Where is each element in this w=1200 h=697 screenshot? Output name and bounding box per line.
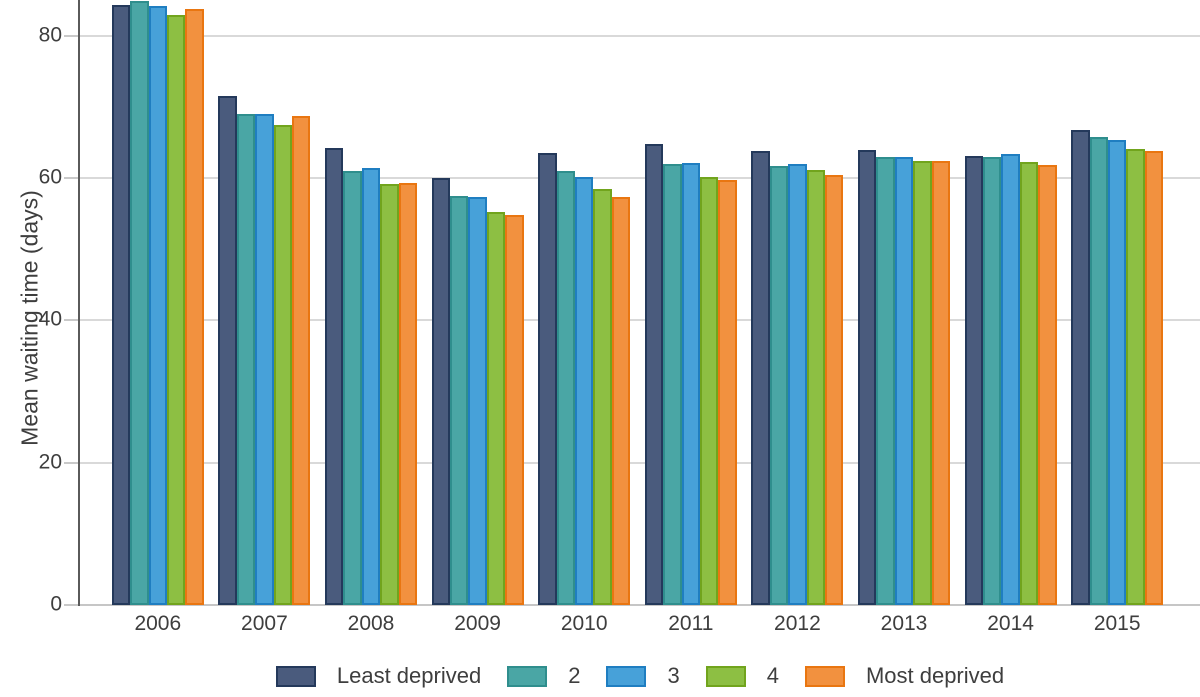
bar-2008-4: [380, 183, 399, 605]
plot-area: [80, 0, 1200, 606]
x-tick-label: 2007: [241, 612, 288, 635]
bar-2009-most-deprived: [505, 214, 524, 605]
bar-2014-least-deprived: [964, 155, 983, 605]
y-tick-label: 80: [38, 23, 62, 47]
bar-2013-most-deprived: [931, 160, 950, 605]
bar-2014-most-deprived: [1038, 165, 1057, 605]
bar-2010-3: [575, 176, 594, 605]
x-axis-baseline: [80, 604, 1200, 606]
legend-swatch: [275, 665, 316, 687]
bar-2011-3: [681, 162, 700, 605]
gridline: [80, 34, 1200, 37]
bar-2012-least-deprived: [751, 150, 770, 605]
bar-2010-most-deprived: [611, 197, 631, 605]
bar-2008-3: [361, 167, 381, 605]
legend-label: Least deprived: [336, 663, 482, 688]
y-tick-label: 40: [38, 307, 62, 331]
bar-2013-least-deprived: [858, 150, 877, 605]
bar-2006-3: [148, 5, 167, 605]
bar-2007-3: [255, 113, 274, 605]
bar-2006-2: [130, 0, 149, 605]
bar-2012-2: [769, 165, 789, 605]
bar-2009-2: [450, 195, 469, 605]
bar-2007-most-deprived: [292, 116, 311, 605]
y-axis-line: [78, 0, 80, 606]
bar-2015-3: [1108, 139, 1127, 605]
legend-swatch: [804, 665, 845, 687]
bar-2008-least-deprived: [325, 148, 344, 605]
bar-2015-least-deprived: [1071, 129, 1090, 605]
bar-2011-4: [700, 176, 719, 605]
legend-label: 4: [766, 663, 779, 688]
bar-2014-3: [1001, 153, 1020, 605]
y-tick-label: 60: [38, 165, 62, 189]
bar-2013-4: [913, 160, 932, 605]
y-tick-mark: [64, 461, 78, 464]
bar-2013-3: [894, 156, 914, 605]
bar-2011-2: [663, 164, 682, 605]
bar-2007-2: [236, 113, 256, 605]
bar-2009-4: [486, 212, 506, 605]
bar-2011-least-deprived: [644, 143, 664, 605]
bar-2015-most-deprived: [1144, 150, 1164, 605]
x-tick-label: 2015: [1093, 612, 1141, 635]
x-tick-label: 2014: [987, 612, 1034, 635]
legend-item: 3: [606, 663, 680, 689]
legend-swatch: [606, 665, 647, 687]
bar-2011-most-deprived: [718, 180, 737, 605]
bar-2006-4: [167, 14, 186, 605]
bar-2010-2: [556, 170, 575, 605]
bar-2014-4: [1019, 162, 1039, 605]
bar-2010-least-deprived: [538, 153, 557, 605]
x-tick-label: 2013: [880, 612, 928, 635]
bar-2006-most-deprived: [185, 9, 204, 605]
y-tick-mark: [64, 34, 78, 37]
gridline: [80, 461, 1200, 464]
x-tick-label: 2010: [560, 612, 608, 635]
x-tick-label: 2009: [454, 612, 501, 635]
bar-2008-2: [343, 170, 362, 605]
legend-item: Most deprived: [804, 663, 1005, 689]
y-tick-mark: [64, 319, 78, 322]
y-tick-label: 0: [50, 592, 62, 616]
legend-label: 2: [568, 663, 581, 688]
bar-2006-least-deprived: [111, 4, 131, 605]
gridline: [80, 176, 1200, 179]
legend-item: 2: [507, 663, 580, 689]
bar-2007-least-deprived: [218, 96, 237, 605]
bar-2012-most-deprived: [825, 175, 844, 605]
bar-2014-2: [983, 157, 1002, 605]
legend-item: Least deprived: [275, 663, 482, 689]
legend-swatch: [705, 665, 746, 687]
bar-2013-2: [876, 156, 895, 605]
bar-2009-3: [468, 197, 487, 605]
legend-label: Most deprived: [865, 663, 1005, 688]
bar-2015-2: [1089, 136, 1108, 605]
x-tick-label: 2006: [134, 612, 182, 635]
bar-2012-3: [788, 163, 807, 605]
bar-2012-4: [806, 170, 825, 605]
y-tick-label: 20: [38, 450, 62, 474]
legend-swatch: [507, 665, 548, 687]
x-tick-label: 2012: [774, 612, 821, 635]
x-tick-label: 2008: [347, 612, 395, 635]
legend-label: 3: [667, 663, 680, 688]
legend-item: 4: [705, 663, 779, 689]
bar-2007-4: [273, 125, 292, 605]
y-tick-mark: [64, 176, 78, 179]
x-tick-label: 2011: [668, 612, 714, 635]
bar-2010-4: [593, 189, 612, 605]
gridline: [80, 319, 1200, 322]
bar-2009-least-deprived: [431, 177, 450, 605]
y-tick-mark: [64, 604, 78, 606]
bar-2015-4: [1126, 148, 1145, 605]
legend: Least deprived 2 3 4 Most deprived: [80, 663, 1200, 689]
bar-2008-most-deprived: [398, 182, 417, 605]
